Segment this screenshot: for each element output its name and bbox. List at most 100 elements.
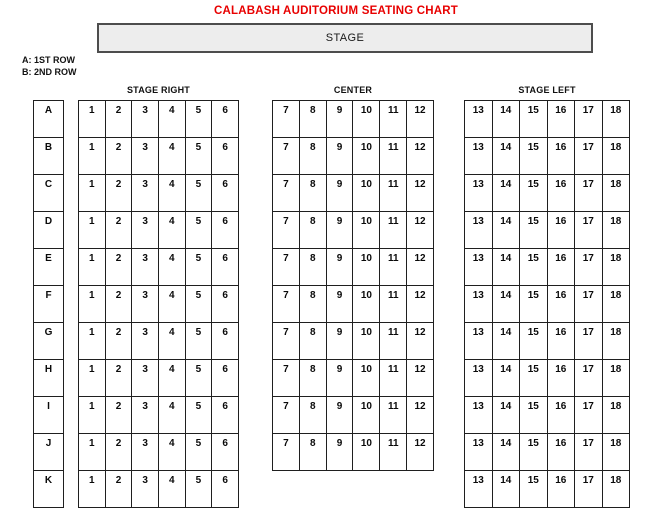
seat-row-H: 7 8 9 10 11 12 (272, 359, 434, 397)
seat-D11: 11 (379, 211, 408, 249)
seat-row-A: 13 14 15 16 17 18 (464, 100, 630, 138)
seat-K4: 4 (157, 470, 186, 508)
seat-I14: 14 (491, 396, 520, 434)
row-label-J: J (33, 433, 64, 471)
seat-B17: 17 (574, 137, 603, 175)
seat-E8: 8 (298, 248, 327, 286)
seat-I11: 11 (379, 396, 408, 434)
seat-F6: 6 (211, 285, 239, 323)
seat-C12: 12 (406, 174, 434, 212)
seat-A14: 14 (491, 100, 520, 138)
seat-B16: 16 (546, 137, 575, 175)
row-label-B: B (33, 137, 64, 175)
seat-E11: 11 (379, 248, 408, 286)
seat-K5: 5 (184, 470, 213, 508)
seat-I3: 3 (131, 396, 159, 434)
seat-row-I: 7 8 9 10 11 12 (272, 396, 434, 434)
seat-J8: 8 (298, 433, 327, 471)
seat-J4: 4 (157, 433, 186, 471)
seat-I8: 8 (298, 396, 327, 434)
chart-title: CALABASH AUDITORIUM SEATING CHART (213, 5, 459, 17)
section-stage-left-grid: 13 14 15 16 17 18 13 14 15 16 17 18 13 14 15 16 17 18 13 14… (464, 100, 630, 508)
seat-H14: 14 (491, 359, 520, 397)
seat-J5: 5 (184, 433, 213, 471)
seat-G3: 3 (131, 322, 159, 360)
seat-row-F: 7 8 9 10 11 12 (272, 285, 434, 323)
seat-C17: 17 (574, 174, 603, 212)
seat-G10: 10 (352, 322, 381, 360)
seat-D18: 18 (601, 211, 630, 249)
seat-I6: 6 (211, 396, 239, 434)
seat-H1: 1 (78, 359, 106, 397)
row-label-E: E (33, 248, 64, 286)
seat-row-C: 7 8 9 10 11 12 (272, 174, 434, 212)
seat-G7: 7 (272, 322, 300, 360)
seat-E1: 1 (78, 248, 106, 286)
seat-D7: 7 (272, 211, 300, 249)
seat-G16: 16 (546, 322, 575, 360)
seat-F10: 10 (352, 285, 381, 323)
seat-A2: 2 (104, 100, 133, 138)
seat-H15: 15 (519, 359, 548, 397)
seat-B12: 12 (406, 137, 434, 175)
seat-H10: 10 (352, 359, 381, 397)
seat-row-C: 13 14 15 16 17 18 (464, 174, 630, 212)
seat-B14: 14 (491, 137, 520, 175)
seat-A17: 17 (574, 100, 603, 138)
seat-G6: 6 (211, 322, 239, 360)
seat-C18: 18 (601, 174, 630, 212)
seat-G17: 17 (574, 322, 603, 360)
seat-A10: 10 (352, 100, 381, 138)
seat-K14: 14 (491, 470, 520, 508)
seat-I16: 16 (546, 396, 575, 434)
seat-H12: 12 (406, 359, 434, 397)
row-label-K: K (33, 470, 64, 508)
seat-D9: 9 (325, 211, 354, 249)
seat-B9: 9 (325, 137, 354, 175)
seat-K17: 17 (574, 470, 603, 508)
seat-H9: 9 (325, 359, 354, 397)
section-center-grid: 7 8 9 10 11 12 7 8 9 10 11 12 7 8 9 10 11 12 7 8 9 10 11 12 7 8 9 1… (272, 100, 434, 471)
seat-H2: 2 (104, 359, 133, 397)
seat-row-K: 13 14 15 16 17 18 (464, 470, 630, 508)
seat-D16: 16 (546, 211, 575, 249)
seat-E12: 12 (406, 248, 434, 286)
seat-E16: 16 (546, 248, 575, 286)
seat-K3: 3 (131, 470, 159, 508)
seat-A4: 4 (157, 100, 186, 138)
seat-row-D: 13 14 15 16 17 18 (464, 211, 630, 249)
seat-I5: 5 (184, 396, 213, 434)
seat-C4: 4 (157, 174, 186, 212)
row-label-F: F (33, 285, 64, 323)
seat-H7: 7 (272, 359, 300, 397)
row-label-D: D (33, 211, 64, 249)
seat-A7: 7 (272, 100, 300, 138)
seat-F1: 1 (78, 285, 106, 323)
seat-J14: 14 (491, 433, 520, 471)
seat-F8: 8 (298, 285, 327, 323)
seat-row-J: 13 14 15 16 17 18 (464, 433, 630, 471)
seat-A1: 1 (78, 100, 106, 138)
seat-A3: 3 (131, 100, 159, 138)
seat-A13: 13 (464, 100, 493, 138)
seat-row-B: 13 14 15 16 17 18 (464, 137, 630, 175)
seat-D6: 6 (211, 211, 239, 249)
stage-label: STAGE (325, 32, 365, 44)
seat-H5: 5 (184, 359, 213, 397)
seat-C6: 6 (211, 174, 239, 212)
seat-J16: 16 (546, 433, 575, 471)
seat-D8: 8 (298, 211, 327, 249)
seat-J17: 17 (574, 433, 603, 471)
row-label-C: C (33, 174, 64, 212)
seat-B1: 1 (78, 137, 106, 175)
seat-B4: 4 (157, 137, 186, 175)
seat-B13: 13 (464, 137, 493, 175)
seat-H18: 18 (601, 359, 630, 397)
seat-K1: 1 (78, 470, 106, 508)
